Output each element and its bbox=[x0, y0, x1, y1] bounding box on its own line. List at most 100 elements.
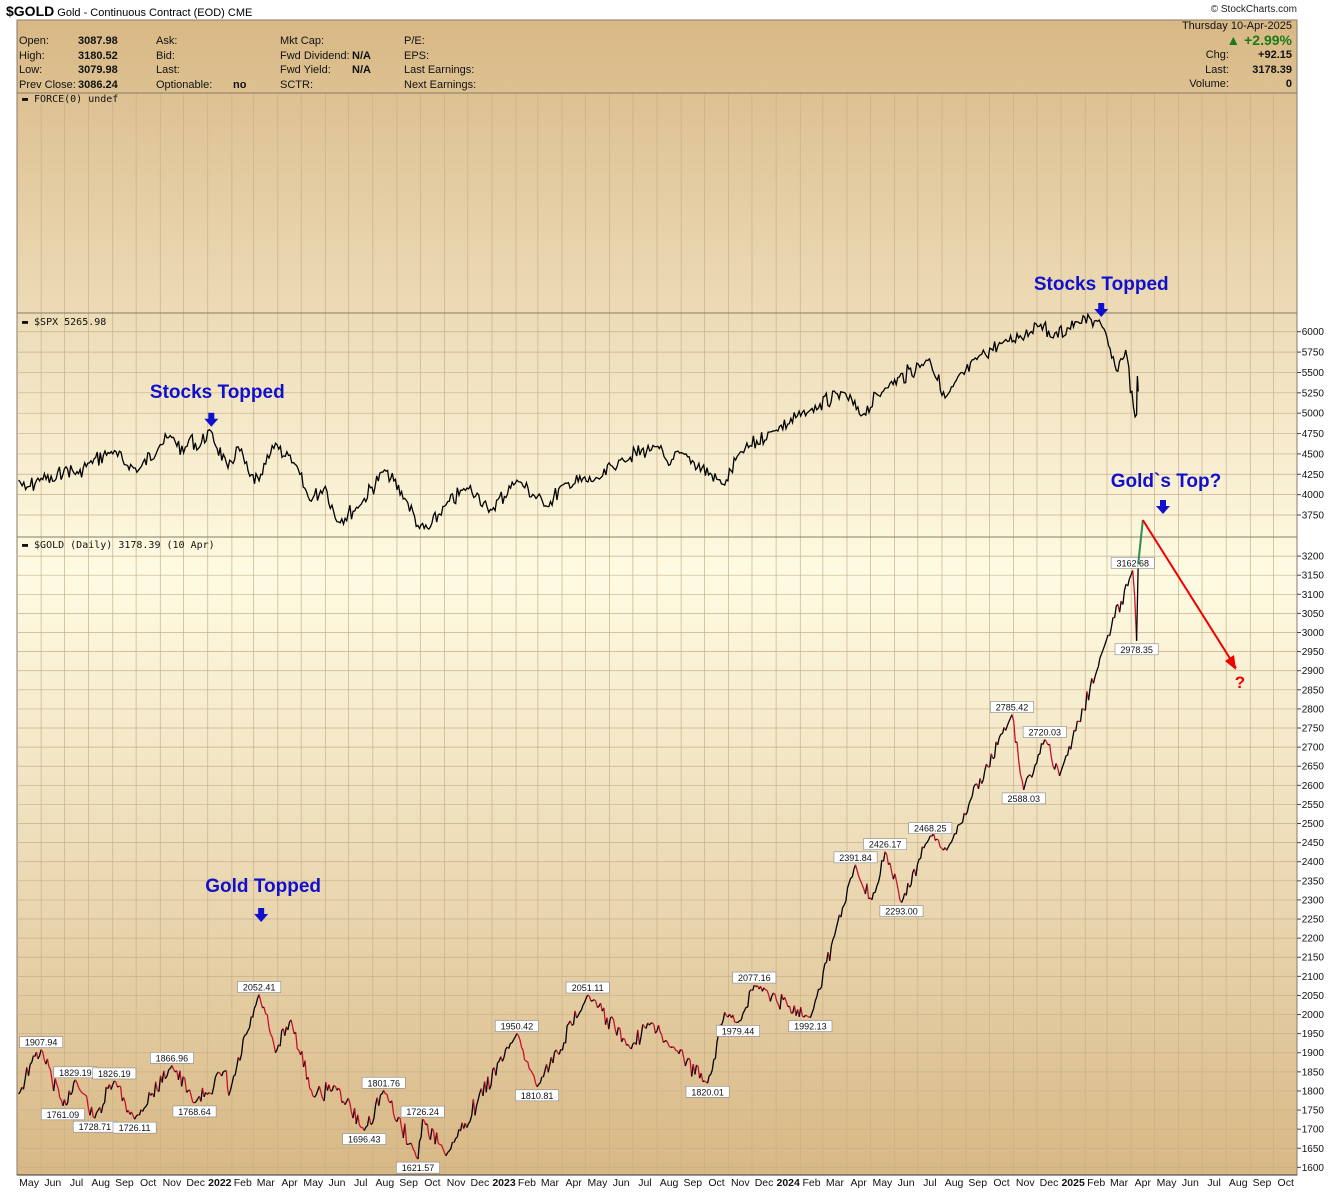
gold-segment bbox=[908, 884, 912, 888]
price-label: 2426.17 bbox=[863, 838, 908, 851]
gold-segment bbox=[588, 995, 592, 1002]
gold-segment bbox=[930, 835, 933, 837]
gold-segment bbox=[1032, 765, 1036, 773]
price-label-box bbox=[494, 1020, 539, 1032]
y-tick-label: 2100 bbox=[1302, 972, 1325, 983]
gold-segment bbox=[603, 1007, 607, 1025]
price-label-text: 1992.13 bbox=[794, 1022, 827, 1032]
gold-segment bbox=[1024, 777, 1028, 784]
gold-segment bbox=[19, 1086, 23, 1093]
exchange: CME bbox=[227, 7, 253, 19]
gold-segment bbox=[1042, 739, 1046, 745]
gold-segment bbox=[925, 841, 928, 845]
x-tick-label: Oct bbox=[1278, 1177, 1294, 1189]
spx-label: ▬ $SPX 5265.98 bbox=[22, 317, 106, 328]
gold-segment bbox=[593, 999, 597, 1002]
gold-segment bbox=[508, 1043, 512, 1049]
gold-segment bbox=[558, 1049, 562, 1055]
field-label: High: bbox=[19, 49, 45, 62]
gold-segment bbox=[339, 1090, 343, 1103]
gold-segment bbox=[1036, 754, 1039, 764]
gold-segment bbox=[653, 1024, 657, 1034]
gold-segment bbox=[42, 1051, 45, 1060]
field-value: 3079.98 bbox=[78, 64, 118, 76]
price-label-box bbox=[685, 1086, 730, 1098]
price-label-box bbox=[879, 905, 924, 917]
gold-segment bbox=[984, 763, 988, 771]
gold-segment bbox=[577, 1011, 581, 1016]
gold-segment bbox=[195, 1098, 199, 1102]
price-label-text: 1728.71 bbox=[79, 1122, 112, 1132]
field-value: N/A bbox=[352, 49, 371, 62]
gold-segment bbox=[501, 1057, 505, 1062]
gold-segment bbox=[1038, 753, 1041, 756]
y-tick-label: 5250 bbox=[1302, 388, 1325, 399]
down-arrow-icon bbox=[204, 418, 219, 427]
gold-segment bbox=[63, 1099, 67, 1106]
gold-segment bbox=[638, 1036, 642, 1045]
gold-segment bbox=[595, 1001, 599, 1008]
gold-segment bbox=[580, 1005, 584, 1011]
y-tick-label: 2250 bbox=[1302, 915, 1325, 926]
gold-segment bbox=[766, 990, 770, 996]
gold-segment bbox=[76, 1082, 80, 1088]
price-label-text: 2720.03 bbox=[1028, 727, 1061, 737]
gold-segment bbox=[86, 1096, 90, 1109]
gold-segment bbox=[583, 998, 587, 1003]
x-tick-label: Dec bbox=[1040, 1177, 1059, 1189]
price-label-box bbox=[716, 1025, 760, 1037]
field-label: EPS: bbox=[404, 49, 430, 62]
gold-segment bbox=[697, 1066, 701, 1079]
gold-segment bbox=[889, 862, 893, 873]
gold-segment bbox=[1135, 601, 1139, 641]
gold-segment bbox=[134, 1115, 137, 1120]
gold-segment bbox=[910, 872, 914, 886]
y-tick-label: 4000 bbox=[1302, 490, 1325, 501]
gold-segment bbox=[1102, 644, 1106, 650]
gold-segment bbox=[1031, 772, 1035, 778]
gold-segment bbox=[79, 1090, 83, 1094]
field-label: Chg: bbox=[1205, 49, 1232, 61]
y-tick-label: 2950 bbox=[1302, 647, 1325, 658]
y-tick-label: 5500 bbox=[1302, 368, 1325, 379]
x-tick-label: 2023 bbox=[492, 1177, 516, 1189]
gold-segment bbox=[973, 784, 976, 788]
gold-segment bbox=[84, 1094, 88, 1097]
gold-label: ▬ $GOLD (Daily) 3178.39 (10 Apr) bbox=[22, 540, 215, 551]
gold-segment bbox=[531, 1072, 535, 1077]
price-label-text: 2785.42 bbox=[996, 702, 1029, 712]
gold-segment bbox=[937, 839, 941, 848]
gold-segment bbox=[83, 1093, 86, 1096]
gold-segment bbox=[1104, 639, 1108, 646]
gold-segment bbox=[190, 1096, 194, 1103]
gold-segment bbox=[774, 994, 778, 1002]
price-label-text: 1761.09 bbox=[47, 1110, 80, 1120]
y-tick-label: 2150 bbox=[1302, 953, 1325, 964]
y-tick-label: 1750 bbox=[1302, 1106, 1325, 1117]
gold-segment bbox=[153, 1081, 157, 1098]
x-tick-label: May bbox=[1157, 1177, 1178, 1189]
gold-segment bbox=[884, 851, 888, 856]
x-tick-label: Feb bbox=[234, 1177, 252, 1189]
arrow-stem bbox=[1098, 303, 1105, 311]
price-label: 2077.16 bbox=[732, 971, 777, 984]
price-label-box bbox=[396, 1161, 440, 1174]
gold-segment bbox=[192, 1101, 195, 1104]
field-label: Last Earnings: bbox=[404, 64, 475, 76]
gold-segment bbox=[1097, 657, 1101, 667]
gold-segment bbox=[78, 1087, 81, 1091]
x-tick-label: Apr bbox=[1135, 1177, 1152, 1189]
gold-segment bbox=[1006, 721, 1010, 726]
gold-segment bbox=[1011, 714, 1015, 722]
gold-segment bbox=[619, 1028, 623, 1042]
x-tick-label: Nov bbox=[447, 1177, 466, 1189]
gold-segment bbox=[1132, 570, 1136, 597]
gold-segment bbox=[989, 753, 992, 768]
gold-segment bbox=[1136, 564, 1139, 603]
gold-segment bbox=[657, 1025, 661, 1033]
gold-segment bbox=[779, 993, 783, 1010]
gold-segment bbox=[579, 1009, 582, 1013]
gold-segment bbox=[1084, 691, 1088, 711]
gold-segment bbox=[1013, 721, 1017, 743]
gold-segment bbox=[576, 1015, 579, 1019]
